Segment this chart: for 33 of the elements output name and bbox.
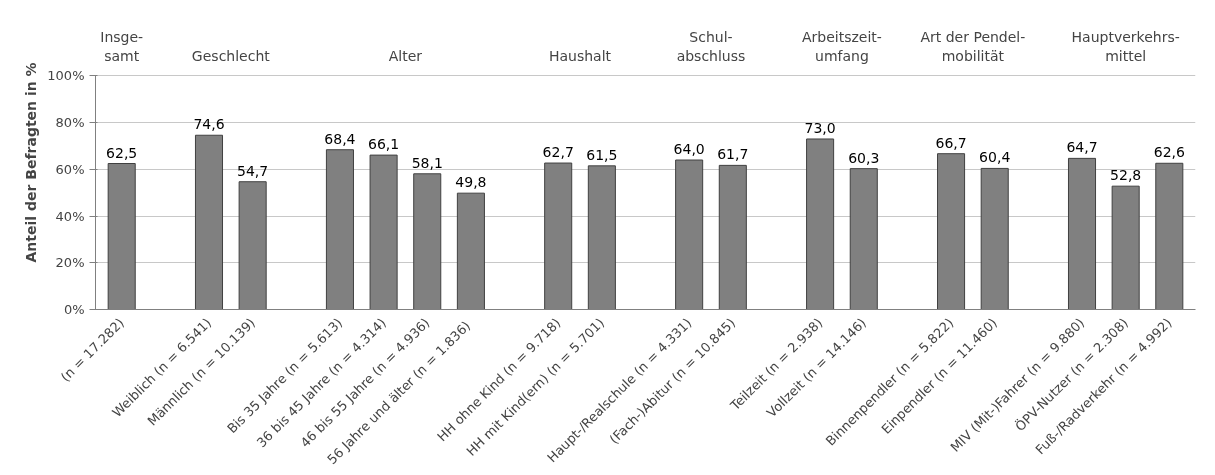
data-label: 54,7 xyxy=(237,162,269,179)
y-tick-label: 0% xyxy=(63,302,85,317)
y-axis-title: Anteil der Befragten in % xyxy=(23,62,40,263)
data-label: 58,1 xyxy=(411,154,443,171)
text: Alter xyxy=(388,47,423,64)
data-label: 64,7 xyxy=(1066,139,1098,156)
data-label: 66,7 xyxy=(935,134,967,151)
text: Insge- samt xyxy=(100,28,144,64)
text: Geschlecht xyxy=(191,47,271,64)
data-label: 68,4 xyxy=(324,130,356,147)
data-label: 60,4 xyxy=(979,149,1011,166)
y-tick-label: 100% xyxy=(47,68,85,84)
data-label: 61,7 xyxy=(717,146,749,163)
data-label: 62,5 xyxy=(106,144,138,161)
y-tick-label: 60% xyxy=(55,161,85,177)
text: Hauptverkehrs- mittel xyxy=(1071,28,1180,64)
data-label: 73,0 xyxy=(804,119,836,136)
data-label: 62,6 xyxy=(1153,144,1185,161)
data-label: 62,7 xyxy=(542,144,574,161)
data-label: 61,5 xyxy=(586,146,618,163)
text: Art der Pendel- mobilität xyxy=(920,28,1026,64)
data-label: 74,6 xyxy=(193,116,225,133)
text: Haushalt xyxy=(548,47,612,64)
data-label: 52,8 xyxy=(1110,167,1142,184)
text: Schul- abschluss xyxy=(676,28,746,64)
y-tick-label: 80% xyxy=(55,115,85,131)
y-tick-label: 40% xyxy=(55,208,85,224)
data-label: 49,8 xyxy=(455,174,487,191)
data-label: 66,1 xyxy=(368,136,400,153)
data-label: 60,3 xyxy=(848,149,880,166)
y-tick-label: 20% xyxy=(55,255,85,271)
text: Arbeitszeit- umfang xyxy=(801,28,882,64)
data-label: 64,0 xyxy=(673,141,705,157)
